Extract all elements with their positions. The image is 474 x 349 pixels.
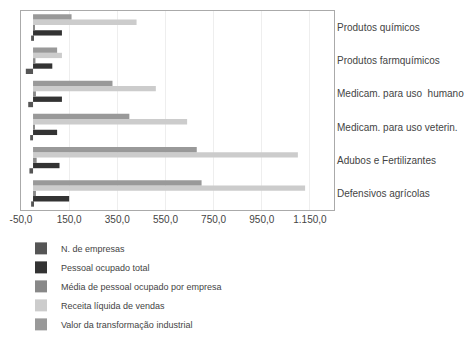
svg-text:Pessoal ocupado total: Pessoal ocupado total bbox=[61, 263, 150, 273]
svg-text:1.150,0: 1.150,0 bbox=[293, 214, 327, 225]
svg-text:550,0: 550,0 bbox=[153, 214, 178, 225]
svg-text:Produtos farmquímicos: Produtos farmquímicos bbox=[337, 55, 440, 66]
svg-text:150,0: 150,0 bbox=[57, 214, 82, 225]
svg-text:950,0: 950,0 bbox=[249, 214, 274, 225]
svg-text:Medicam. para uso veterin.: Medicam. para uso veterin. bbox=[337, 122, 458, 133]
svg-text:Defensivos agrícolas: Defensivos agrícolas bbox=[337, 188, 430, 199]
svg-text:Produtos químicos: Produtos químicos bbox=[337, 22, 420, 33]
svg-text:Receita líquida de vendas: Receita líquida de vendas bbox=[61, 301, 165, 311]
svg-text:Adubos e Fertilizantes: Adubos e Fertilizantes bbox=[337, 155, 436, 166]
svg-text:-50,0: -50,0 bbox=[10, 214, 33, 225]
svg-text:Média de pessoal ocupado por e: Média de pessoal ocupado por empresa bbox=[61, 282, 222, 292]
svg-text:Medicam. para uso humano: Medicam. para uso humano bbox=[337, 88, 464, 99]
svg-text:N. de empresas: N. de empresas bbox=[61, 244, 125, 254]
svg-text:750,0: 750,0 bbox=[201, 214, 226, 225]
svg-text:350,0: 350,0 bbox=[105, 214, 130, 225]
svg-text:Valor da transformação industr: Valor da transformação industrial bbox=[61, 320, 192, 330]
